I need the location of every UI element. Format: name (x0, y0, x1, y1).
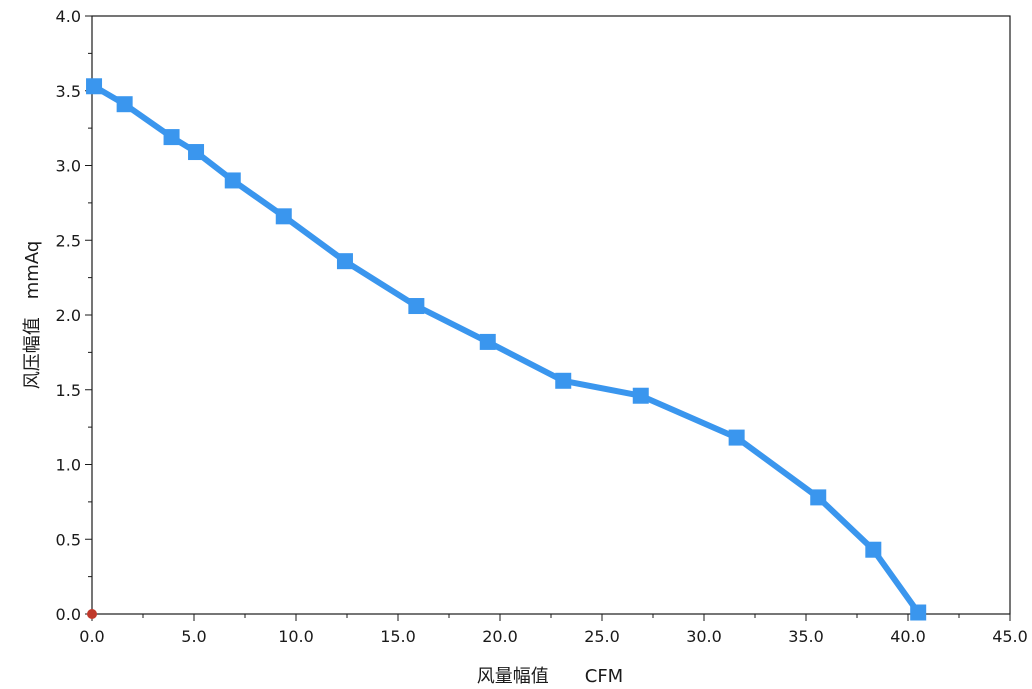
plot-frame (91, 15, 1011, 615)
data-point (479, 333, 496, 350)
x-tick-label: 25.0 (584, 627, 620, 646)
x-tick-label: 20.0 (482, 627, 518, 646)
data-point (728, 429, 745, 446)
x-tick-label: 0.0 (79, 627, 104, 646)
y-axis-title: 风压幅值 mmAq (22, 241, 43, 390)
series-layer (86, 78, 927, 621)
axes: 0.0 5.0 10.0 15.0 20.0 25.0 30.0 35.0 40.0 45.0 0.… (56, 7, 1028, 646)
y-tick-label: 1.5 (56, 381, 81, 400)
data-point (224, 172, 241, 189)
data-point (910, 604, 927, 621)
data-point (810, 489, 827, 506)
x-tick-label: 10.0 (278, 627, 314, 646)
y-tick-label: 3.0 (56, 157, 81, 176)
data-point (408, 298, 425, 315)
y-tick-label: 3.5 (56, 82, 81, 101)
x-tick-label: 30.0 (686, 627, 722, 646)
x-tick-label: 5.0 (181, 627, 206, 646)
x-tick-label: 40.0 (890, 627, 926, 646)
data-point (86, 78, 103, 95)
data-point (163, 129, 180, 146)
y-tick-label: 0.5 (56, 530, 81, 549)
data-point (116, 96, 133, 113)
x-tick-label: 35.0 (788, 627, 824, 646)
data-point (336, 253, 353, 270)
y-tick-label: 1.0 (56, 456, 81, 475)
y-tick-label: 2.0 (56, 306, 81, 325)
origin-marker (87, 609, 97, 619)
series-line (91, 83, 922, 616)
data-point (275, 208, 292, 225)
y-tick-label: 2.5 (56, 231, 81, 250)
y-tick-label: 0.0 (56, 605, 81, 624)
x-tick-label: 45.0 (992, 627, 1028, 646)
x-axis-title: 风量幅值 CFM (477, 666, 623, 687)
data-point (555, 372, 572, 389)
y-tick-label: 4.0 (56, 7, 81, 26)
x-tick-label: 15.0 (380, 627, 416, 646)
data-point (188, 144, 205, 161)
data-point (865, 541, 882, 558)
data-point (632, 387, 649, 404)
